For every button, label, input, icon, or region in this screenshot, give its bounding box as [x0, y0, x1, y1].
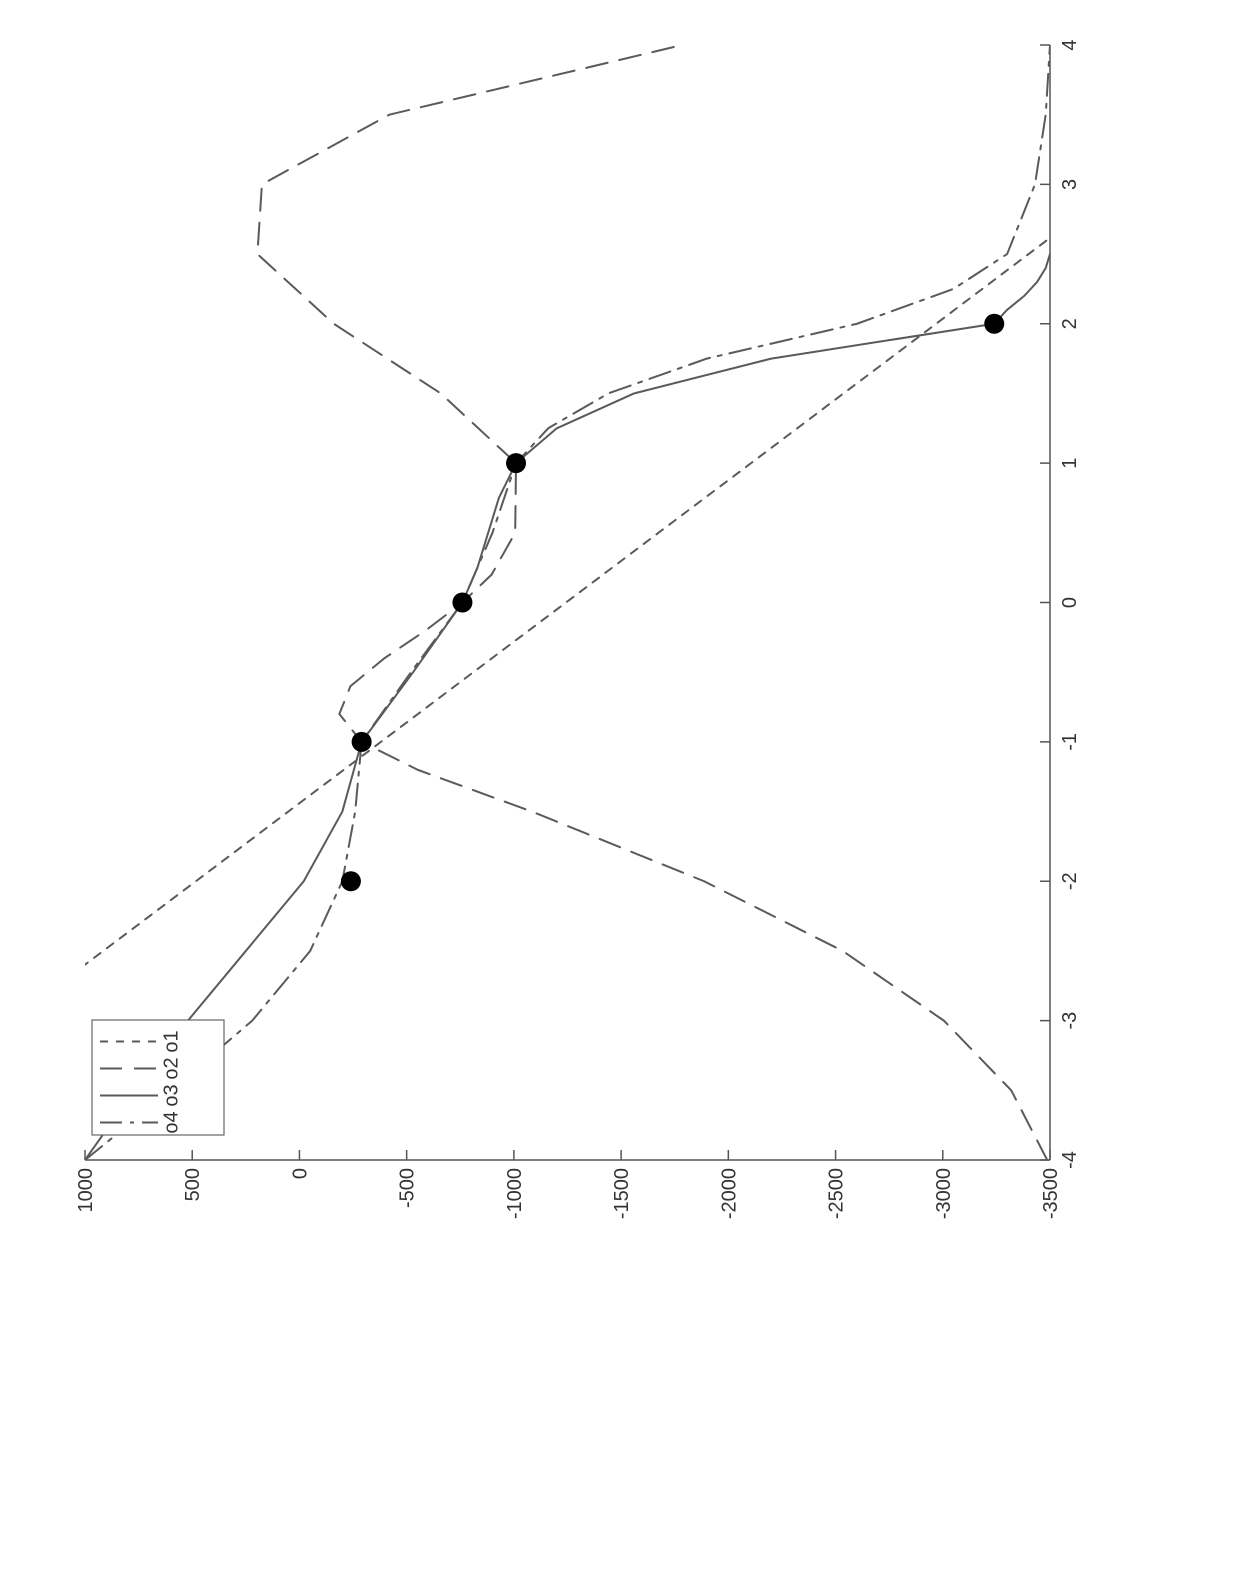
svg-text:-1500: -1500: [611, 1168, 633, 1219]
series-o3: [85, 254, 1050, 1160]
svg-text:-1000: -1000: [504, 1168, 526, 1219]
legend-label-o2: o2: [160, 1057, 182, 1079]
svg-text:1000: 1000: [75, 1168, 97, 1213]
svg-text:-500: -500: [397, 1168, 419, 1208]
svg-text:-3: -3: [1059, 1012, 1081, 1030]
svg-text:-4: -4: [1059, 1151, 1081, 1169]
figure-container: -4 -3 -2 -1 0 1 2 3 4 -3500 -3000 -2500 -2000 -1500 -1…: [0, 0, 1240, 1592]
legend-label-o3: o3: [160, 1084, 182, 1106]
svg-text:500: 500: [182, 1168, 204, 1201]
svg-text:0: 0: [289, 1168, 311, 1179]
svg-text:1: 1: [1059, 458, 1081, 469]
svg-text:0: 0: [1059, 597, 1081, 608]
legend-label-o1: o1: [160, 1030, 182, 1052]
svg-text:2: 2: [1059, 318, 1081, 329]
svg-text:4: 4: [1059, 39, 1081, 50]
svg-text:-2500: -2500: [826, 1168, 848, 1219]
legend-label-o4: o4: [160, 1111, 182, 1133]
svg-text:-3000: -3000: [933, 1168, 955, 1219]
svg-text:3: 3: [1059, 179, 1081, 190]
chart-svg: -4 -3 -2 -1 0 1 2 3 4 -3500 -3000 -2500 -2000 -1500 -1…: [0, 0, 1240, 1592]
data-point: [506, 453, 526, 473]
data-point: [352, 732, 372, 752]
data-point: [452, 593, 472, 613]
svg-text:-3500: -3500: [1040, 1168, 1062, 1219]
svg-text:-1: -1: [1059, 733, 1081, 751]
legend: o1 o2 o3 o4: [92, 1020, 224, 1135]
series-o1: [0, 45, 1240, 1160]
series-o2: [257, 45, 1047, 1160]
data-point: [341, 871, 361, 891]
svg-text:-2000: -2000: [718, 1168, 740, 1219]
svg-text:-2: -2: [1059, 872, 1081, 890]
data-point: [984, 314, 1004, 334]
